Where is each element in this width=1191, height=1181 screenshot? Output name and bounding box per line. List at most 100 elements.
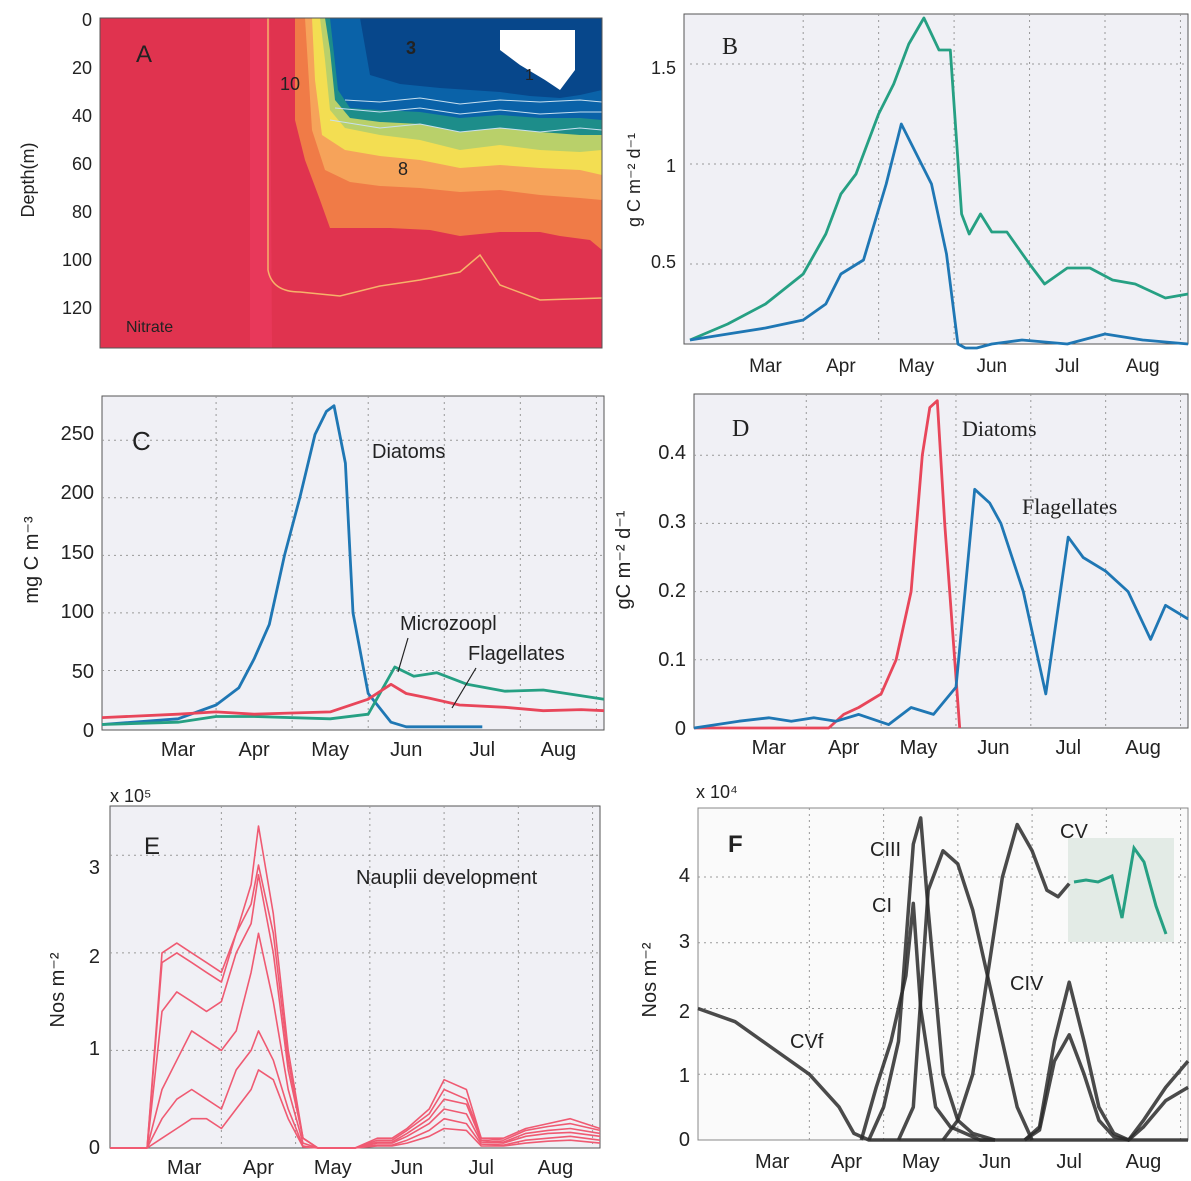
panel-e-multiplier: x 10⁵ <box>110 786 151 806</box>
panel-c-ytick-0: 0 <box>83 720 94 742</box>
panel-e-xtick-may: May <box>314 1157 352 1179</box>
panel-f-ytick-0: 0 <box>679 1129 690 1151</box>
panel-c-line-flagellates <box>101 682 605 719</box>
panel-c-xticks: Mar Apr May Jun Jul Aug <box>161 739 576 761</box>
panel-c-ylabel: mg C m⁻³ <box>21 516 43 604</box>
panel-a-ytick-100: 100 <box>62 250 92 270</box>
panel-d-ytick-0: 0 <box>675 718 686 740</box>
panel-f-xtick-may: May <box>902 1151 940 1173</box>
panel-e-xtick-jul: Jul <box>468 1157 494 1179</box>
panel-d-ytick-0.4: 0.4 <box>658 442 686 464</box>
panel-a-ytick-40: 40 <box>72 106 92 126</box>
panel-e-ylabel: Nos m⁻² <box>47 952 69 1027</box>
panel-e-ytick-3: 3 <box>89 857 100 879</box>
panel-d-xtick-jul: Jul <box>1055 737 1081 759</box>
panel-c-line-microzoopl <box>101 665 605 726</box>
panel-c-xtick-may: May <box>311 739 349 761</box>
panel-c-ytick-150: 150 <box>61 542 94 564</box>
panel-e-xtick-aug: Aug <box>538 1157 574 1179</box>
panel-a-ytick-0: 0 <box>82 10 92 30</box>
panel-c-xtick-mar: Mar <box>161 739 196 761</box>
panel-a-yticks: 0 20 40 60 80 100 120 <box>62 10 92 318</box>
panel-e: x 10⁵ E Nauplii development 0 1 2 3 Nos … <box>47 786 601 1179</box>
panel-d-ytick-0.3: 0.3 <box>658 511 686 533</box>
panel-d: D Diatoms Flagellates 0 0.1 0.2 0.3 0.4 … <box>613 393 1189 759</box>
panel-b-xtick-apr: Apr <box>826 356 856 377</box>
label-flagellates-c: Flagellates <box>468 643 565 665</box>
panel-f-ytick-1: 1 <box>679 1065 690 1087</box>
panel-f-xtick-mar: Mar <box>755 1151 790 1173</box>
label-diatoms-d: Diatoms <box>962 416 1037 441</box>
panel-c-ytick-100: 100 <box>61 601 94 623</box>
panel-c-xtick-jun: Jun <box>390 739 422 761</box>
panel-e-letter: E <box>144 833 160 860</box>
panel-e-ytick-0: 0 <box>89 1137 100 1159</box>
panel-f-line-series-5 <box>1023 980 1190 1142</box>
panel-c-line-diatoms <box>101 404 483 729</box>
panel-a-label: Nitrate <box>126 319 173 336</box>
label-ci: CI <box>872 895 892 917</box>
panel-c-xtick-jul: Jul <box>470 739 496 761</box>
panel-d-line-diatoms <box>694 399 962 730</box>
panel-b-xtick-may: May <box>898 356 934 377</box>
panel-e-xtick-apr: Apr <box>243 1157 274 1179</box>
contour-label-8: 8 <box>398 159 408 179</box>
panel-b-grid <box>690 14 1188 344</box>
panel-d-ytick-0.1: 0.1 <box>658 649 686 671</box>
label-cv: CV <box>1060 821 1088 843</box>
panel-a-ytick-60: 60 <box>72 154 92 174</box>
panel-b-ytick-1: 1 <box>666 156 676 176</box>
panel-e-xtick-mar: Mar <box>167 1157 202 1179</box>
panel-a-ylabel: Depth(m) <box>18 142 38 217</box>
panel-e-xtick-jun: Jun <box>391 1157 423 1179</box>
panel-c-ytick-50: 50 <box>72 661 94 683</box>
panel-b: B 0.5 1 1.5 g C m⁻² d⁻¹ Mar Apr May Jun Jul A… <box>624 13 1189 377</box>
panel-b-xticks: Mar Apr May Jun Jul Aug <box>749 356 1160 377</box>
panel-f-line-ciii <box>867 816 996 1142</box>
panel-c-grid <box>102 396 604 730</box>
panel-f-xtick-jul: Jul <box>1056 1151 1082 1173</box>
inset-line <box>1073 844 1168 935</box>
panel-f-ytick-3: 3 <box>679 931 690 953</box>
panel-d-xtick-jun: Jun <box>977 737 1009 759</box>
panel-a-ytick-20: 20 <box>72 58 92 78</box>
panel-b-xtick-jun: Jun <box>976 356 1007 377</box>
panel-b-line-series-1 <box>689 122 1189 350</box>
panel-f-xticks: Mar Apr May Jun Jul Aug <box>755 1151 1161 1173</box>
panel-d-xticks: Mar Apr May Jun Jul Aug <box>752 737 1161 759</box>
panel-c-yticks: 0 50 100 150 200 250 <box>61 423 94 742</box>
panel-d-line-flagellates <box>693 487 1189 730</box>
panel-f: x 10⁴ F CIII CI CIV CV CVf 0 1 2 3 4 Nos… <box>639 782 1190 1173</box>
panel-b-ylabel: g C m⁻² d⁻¹ <box>624 133 644 227</box>
panel-f-ylabel: Nos m⁻² <box>639 942 661 1017</box>
panel-d-ylabel: gC m⁻² d⁻¹ <box>613 510 635 609</box>
panel-b-line-series-0 <box>689 16 1189 342</box>
panel-d-xtick-mar: Mar <box>752 737 787 759</box>
panel-d-ytick-0.2: 0.2 <box>658 580 686 602</box>
panel-b-ytick-1.5: 1.5 <box>651 58 676 78</box>
panel-a-ytick-120: 120 <box>62 298 92 318</box>
panel-b-ytick-0.5: 0.5 <box>651 252 676 272</box>
panel-f-ytick-2: 2 <box>679 1001 690 1023</box>
contour-label-1: 1 <box>525 67 534 84</box>
panel-e-ytick-1: 1 <box>89 1038 100 1060</box>
panel-d-letter: D <box>732 416 749 442</box>
label-ciii: CIII <box>870 839 901 861</box>
panel-b-xtick-aug: Aug <box>1126 356 1160 377</box>
panel-d-series <box>693 399 1189 730</box>
nitrate-contours <box>250 18 602 348</box>
panel-f-xtick-aug: Aug <box>1126 1151 1162 1173</box>
panel-e-xticks: Mar Apr May Jun Jul Aug <box>167 1157 573 1179</box>
panel-c-letter: C <box>132 426 151 456</box>
panel-d-xtick-aug: Aug <box>1125 737 1161 759</box>
panel-f-series <box>697 816 1190 1142</box>
panel-c-xtick-apr: Apr <box>239 739 270 761</box>
contour-label-10: 10 <box>280 74 300 94</box>
panel-a-letter: A <box>136 41 152 68</box>
panel-b-series <box>689 16 1189 350</box>
panel-a: A Nitrate 10 3 8 1 0 20 40 60 80 100 120… <box>18 10 603 349</box>
contour-label-3: 3 <box>406 38 416 58</box>
label-diatoms-c: Diatoms <box>372 441 445 463</box>
label-cvf: CVf <box>790 1031 824 1053</box>
